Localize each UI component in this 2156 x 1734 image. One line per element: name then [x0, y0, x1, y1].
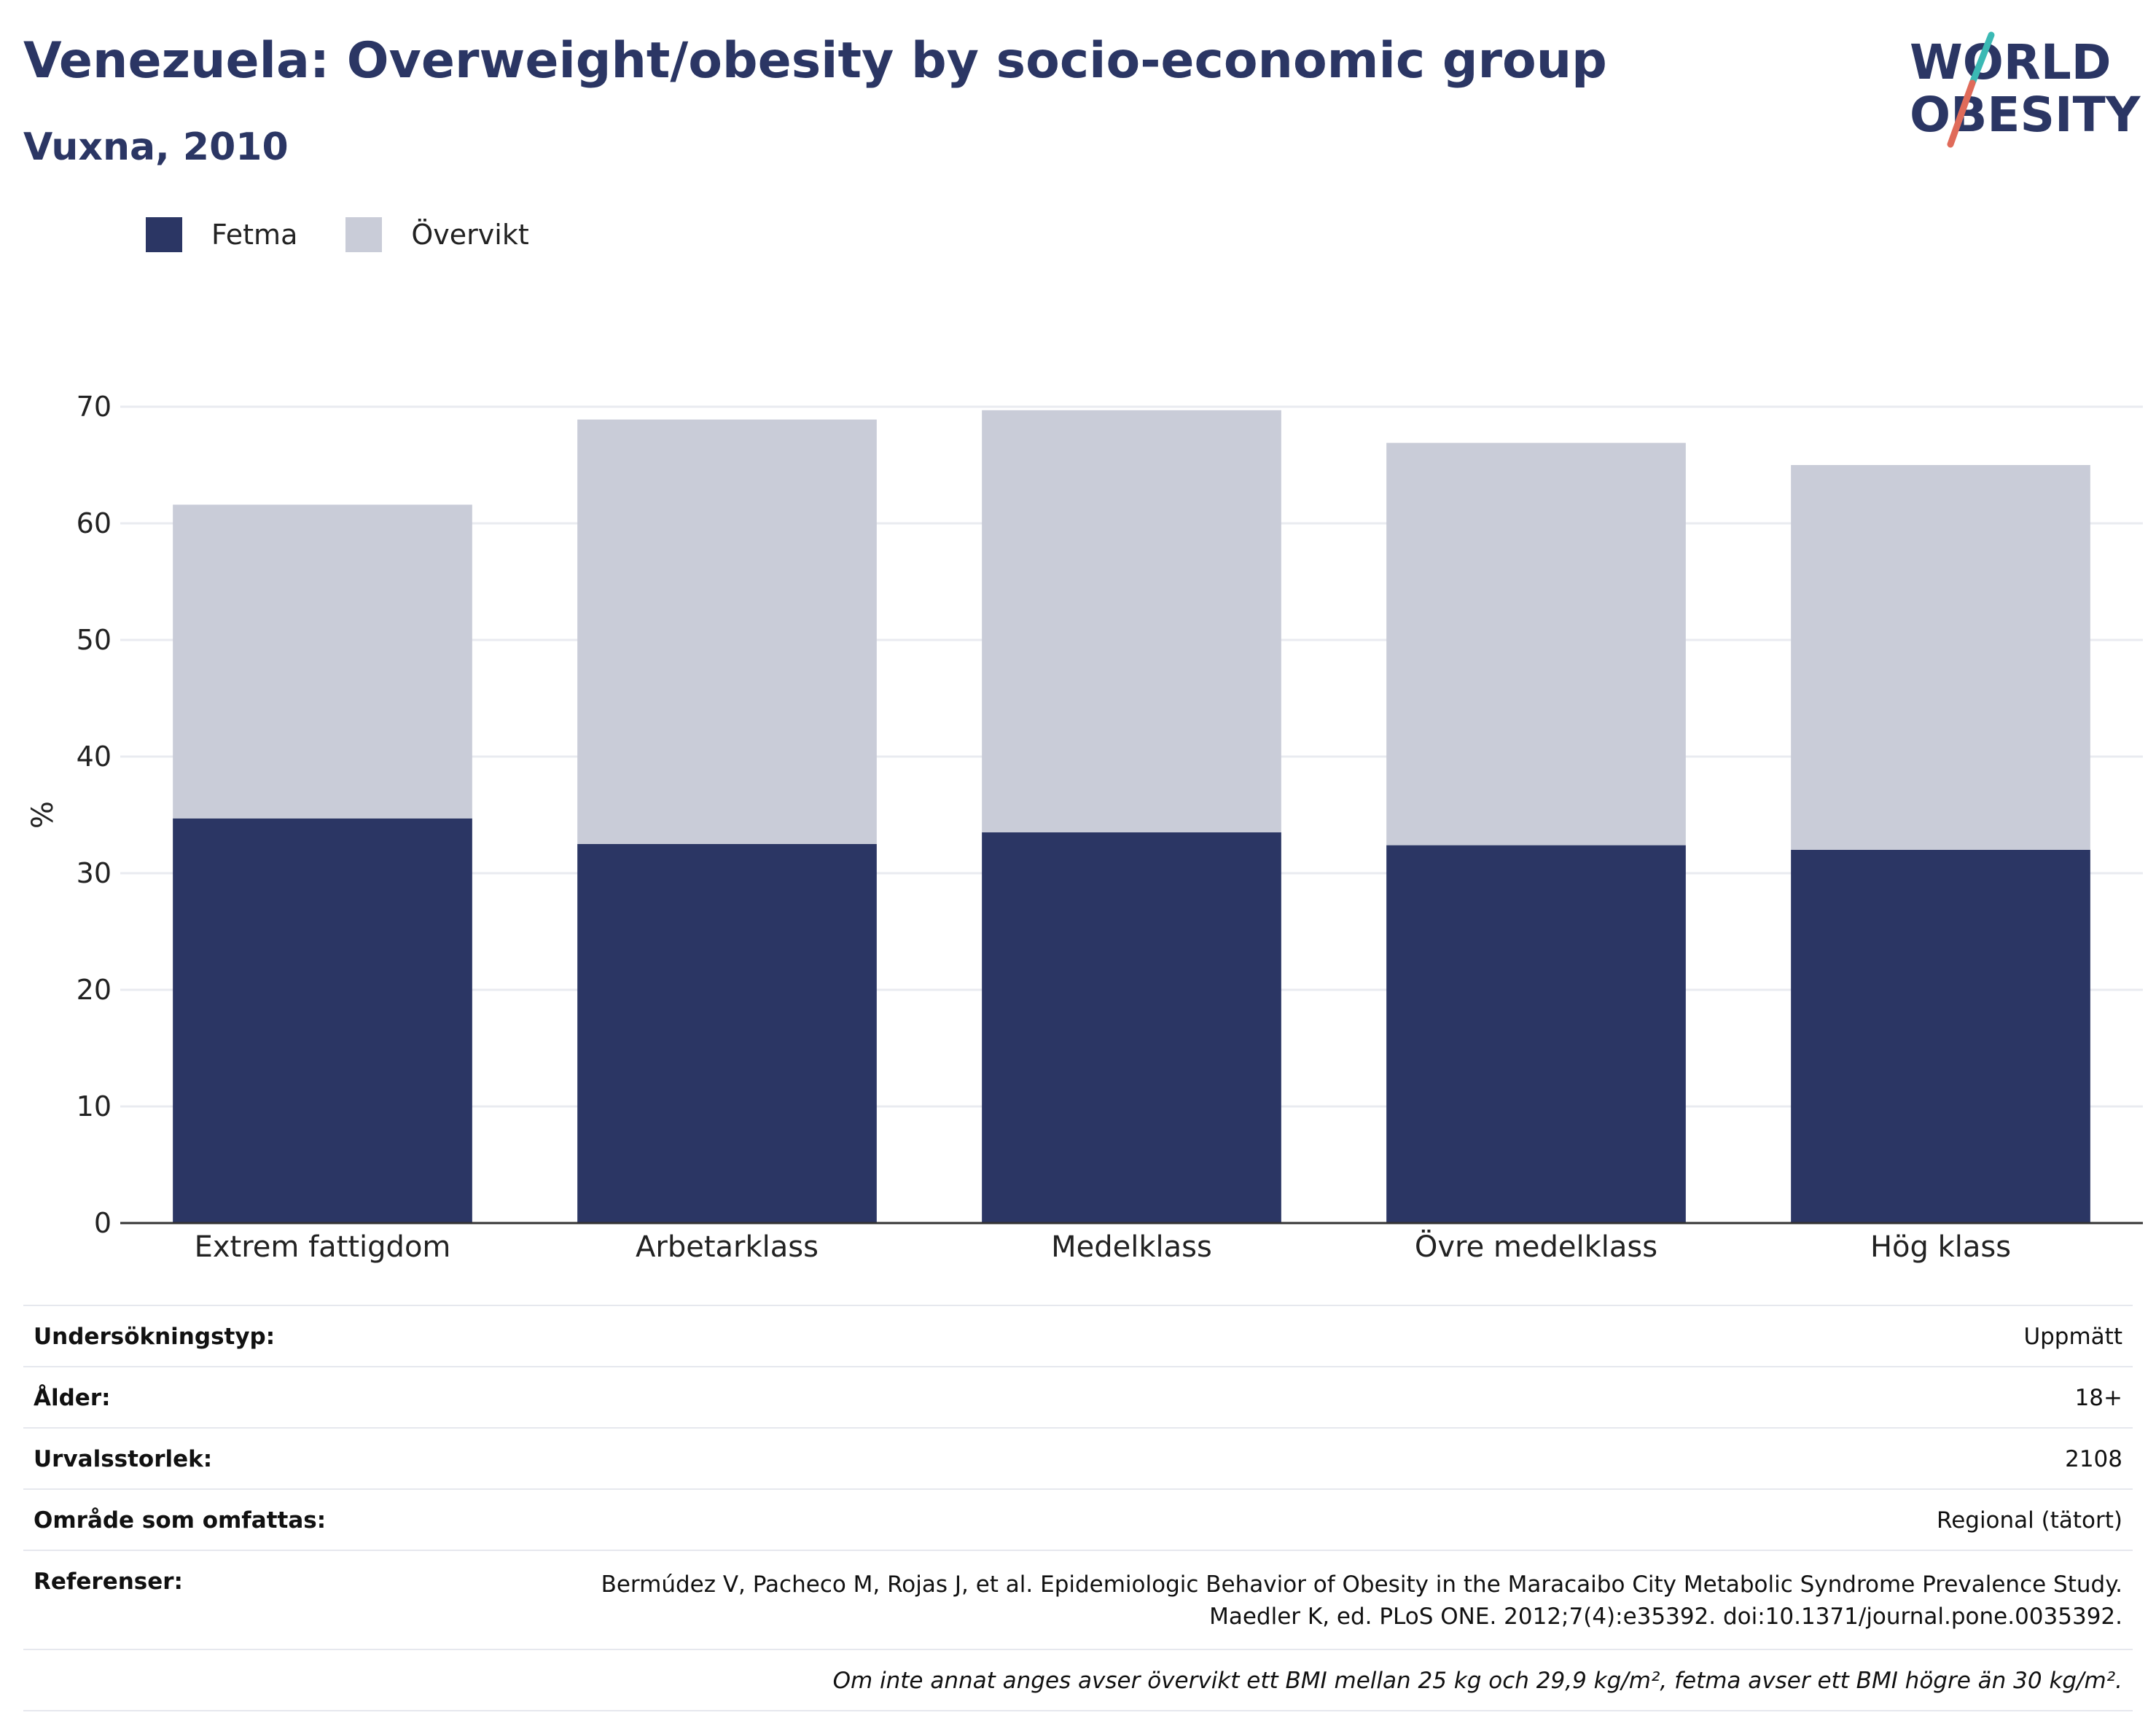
legend-item-fetma: Fetma: [146, 217, 297, 252]
chart-legend: Fetma Övervikt: [146, 217, 577, 252]
legend-swatch-fetma: [146, 217, 182, 252]
meta-key: Referenser:: [34, 1569, 183, 1595]
y-tick-label: 70: [77, 391, 112, 423]
bar-segment-overvikt: [982, 410, 1281, 832]
meta-key: Ålder:: [34, 1385, 111, 1411]
x-tick-label: Övre medelklass: [1415, 1229, 1657, 1264]
reference-line-2: Maedler K, ed. PLoS ONE. 2012;7(4):e3539…: [1209, 1604, 2122, 1630]
chart-title: Venezuela: Overweight/obesity by socio-e…: [23, 32, 1607, 90]
y-tick-label: 10: [77, 1090, 112, 1122]
x-tick-label: Hög klass: [1870, 1230, 2011, 1264]
references-text: Bermúdez V, Pacheco M, Rojas J, et al. E…: [601, 1569, 2122, 1633]
y-tick-label: 50: [77, 624, 112, 656]
logo-line1: WORLD: [1910, 34, 2112, 90]
meta-key: Undersökningstyp:: [34, 1324, 276, 1350]
legend-label-overvikt: Övervikt: [411, 219, 529, 251]
bar-segment-overvikt: [577, 419, 877, 844]
bar-segment-fetma: [1791, 850, 2090, 1223]
y-tick-label: 60: [77, 507, 112, 539]
world-obesity-logo: WORLD OBESITY: [1910, 31, 2141, 148]
meta-row-sample-size: Urvalsstorlek: 2108: [23, 1427, 2133, 1488]
meta-value: 18+: [2074, 1385, 2122, 1411]
meta-value: Regional (tätort): [1937, 1507, 2122, 1534]
bar-segment-overvikt: [173, 504, 472, 819]
metadata-table: Undersökningstyp: Uppmätt Ålder: 18+ Urv…: [23, 1305, 2133, 1711]
bar-segment-fetma: [1386, 845, 1686, 1223]
reference-line-1: Bermúdez V, Pacheco M, Rojas J, et al. E…: [601, 1571, 2122, 1598]
chart-subtitle: Vuxna, 2010: [23, 125, 289, 169]
y-tick-label: 20: [77, 974, 112, 1006]
y-axis-label: %: [26, 801, 60, 829]
meta-value: Uppmätt: [2023, 1324, 2122, 1350]
legend-item-overvikt: Övervikt: [345, 217, 529, 252]
bar-segment-fetma: [577, 844, 877, 1223]
meta-row-references: Referenser: Bermúdez V, Pacheco M, Rojas…: [23, 1550, 2133, 1649]
legend-swatch-overvikt: [345, 217, 383, 252]
bar-segment-overvikt: [1791, 465, 2090, 850]
x-tick-label: Arbetarklass: [636, 1230, 819, 1264]
meta-key: Urvalsstorlek:: [34, 1446, 213, 1472]
stacked-bar-chart: 0 10 20 30 40 50 60 70% Extrem fattigdom Arbetark…: [26, 391, 2143, 1264]
meta-row-area: Område som omfattas: Regional (tätort): [23, 1488, 2133, 1550]
meta-row-age: Ålder: 18+: [23, 1366, 2133, 1427]
logo-line2: OBESITY: [1910, 87, 2141, 143]
x-tick-label: Extrem fattigdom: [195, 1230, 451, 1264]
meta-row-survey-type: Undersökningstyp: Uppmätt: [23, 1305, 2133, 1366]
meta-key: Område som omfattas:: [34, 1507, 327, 1534]
bar-segment-fetma: [982, 832, 1281, 1223]
x-tick-label: Medelklass: [1051, 1230, 1212, 1264]
y-tick-label: 0: [94, 1207, 112, 1239]
meta-value: 2108: [2065, 1446, 2122, 1472]
bar-segment-fetma: [173, 818, 472, 1223]
y-tick-label: 40: [77, 741, 112, 773]
legend-label-fetma: Fetma: [211, 219, 298, 251]
bmi-footnote: Om inte annat anges avser övervikt ett B…: [23, 1649, 2133, 1711]
y-tick-label: 30: [77, 857, 112, 889]
bar-segment-overvikt: [1386, 442, 1686, 845]
